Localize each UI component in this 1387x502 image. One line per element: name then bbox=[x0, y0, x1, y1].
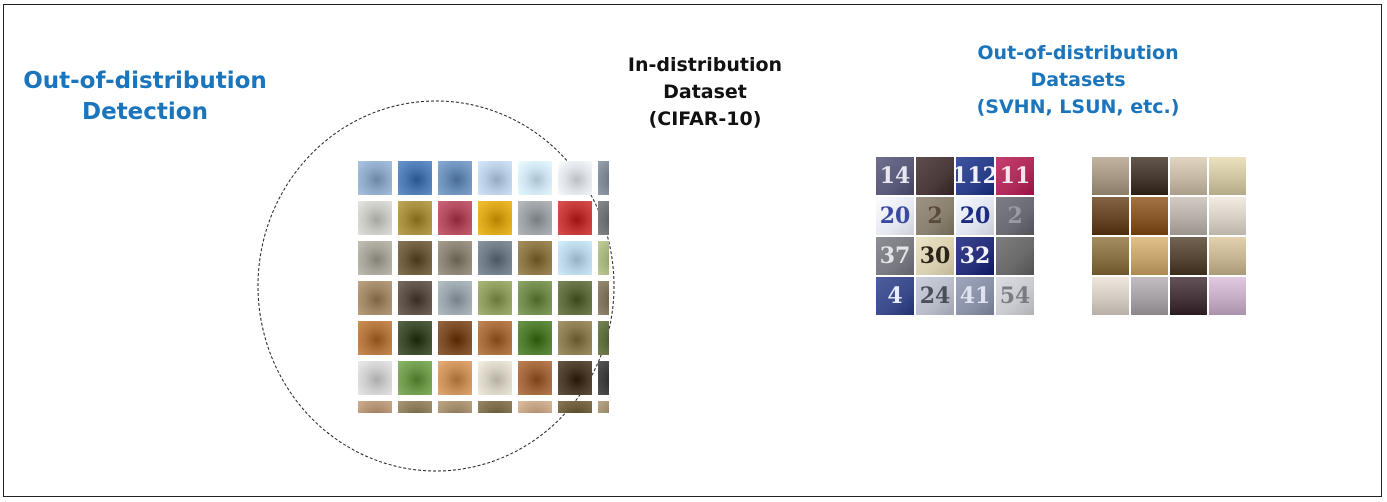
lsun-image-tile bbox=[1092, 277, 1129, 315]
cifar-image-tile bbox=[358, 361, 392, 395]
lsun-image-tile bbox=[1131, 197, 1168, 235]
cifar-image-tile bbox=[398, 281, 432, 315]
cifar-image-tile bbox=[518, 361, 552, 395]
svhn-image-tile: 4 bbox=[876, 277, 914, 315]
lsun-image-grid bbox=[1092, 157, 1246, 318]
cifar-image-tile bbox=[518, 241, 552, 275]
lsun-image-tile bbox=[1170, 197, 1207, 235]
cifar-image-tile bbox=[398, 361, 432, 395]
cifar-image-tile bbox=[438, 321, 472, 355]
svhn-image-tile: 112 bbox=[956, 157, 994, 195]
cifar-image-tile bbox=[478, 401, 512, 413]
cifar-image-tile bbox=[518, 201, 552, 235]
svhn-image-tile: 11 bbox=[996, 157, 1034, 195]
cifar-image-tile bbox=[598, 241, 609, 275]
svhn-image-tile bbox=[996, 237, 1034, 275]
cifar-image-tile bbox=[398, 401, 432, 413]
cifar-image-tile bbox=[478, 361, 512, 395]
svhn-image-tile: 54 bbox=[996, 277, 1034, 315]
title-line-1: Out-of-distribution bbox=[23, 68, 267, 94]
cifar-image-tile bbox=[558, 281, 592, 315]
cifar-image-tile bbox=[438, 201, 472, 235]
cifar-image-tile bbox=[358, 281, 392, 315]
cifar-image-tile bbox=[358, 241, 392, 275]
lsun-image-tile bbox=[1209, 277, 1246, 315]
cifar-image-tile bbox=[398, 321, 432, 355]
in-distribution-line-2: Dataset bbox=[663, 81, 747, 103]
cifar-image-tile bbox=[438, 401, 472, 413]
cifar-image-tile bbox=[598, 201, 609, 235]
cifar-image-tile bbox=[558, 401, 592, 413]
lsun-image-tile bbox=[1092, 157, 1129, 195]
cifar-image-tile bbox=[438, 161, 472, 195]
svhn-image-tile: 30 bbox=[916, 237, 954, 275]
lsun-image-tile bbox=[1131, 237, 1168, 275]
cifar-image-tile bbox=[478, 241, 512, 275]
cifar-image-tile bbox=[358, 201, 392, 235]
lsun-image-tile bbox=[1170, 157, 1207, 195]
in-distribution-line-3: (CIFAR-10) bbox=[648, 108, 762, 130]
ood-line-1: Out-of-distribution bbox=[977, 42, 1179, 64]
svhn-image-tile bbox=[916, 157, 954, 195]
cifar-image-tile bbox=[558, 201, 592, 235]
cifar-image-tile bbox=[518, 401, 552, 413]
cifar-image-tile bbox=[478, 161, 512, 195]
in-distribution-line-1: In-distribution bbox=[627, 54, 783, 76]
lsun-image-tile bbox=[1209, 197, 1246, 235]
cifar-image-tile bbox=[518, 321, 552, 355]
cifar-image-tile bbox=[518, 161, 552, 195]
cifar-image-tile bbox=[518, 281, 552, 315]
cifar-10-image-grid bbox=[358, 161, 609, 413]
lsun-image-tile bbox=[1092, 237, 1129, 275]
cifar-image-tile bbox=[358, 321, 392, 355]
cifar-image-tile bbox=[558, 361, 592, 395]
svhn-image-tile: 2 bbox=[916, 197, 954, 235]
cifar-image-tile bbox=[598, 401, 609, 413]
cifar-image-tile bbox=[598, 161, 609, 195]
cifar-image-tile bbox=[598, 361, 609, 395]
cifar-image-tile bbox=[398, 201, 432, 235]
svhn-image-tile: 24 bbox=[916, 277, 954, 315]
cifar-image-tile bbox=[358, 161, 392, 195]
lsun-image-tile bbox=[1209, 237, 1246, 275]
cifar-image-tile bbox=[438, 361, 472, 395]
title-line-2: Detection bbox=[82, 99, 208, 125]
lsun-image-tile bbox=[1131, 277, 1168, 315]
cifar-image-tile bbox=[478, 321, 512, 355]
in-distribution-label: In-distribution Dataset (CIFAR-10) bbox=[600, 52, 810, 133]
out-of-distribution-label: Out-of-distribution Datasets (SVHN, LSUN… bbox=[948, 40, 1208, 121]
cifar-image-tile bbox=[558, 161, 592, 195]
lsun-image-tile bbox=[1170, 277, 1207, 315]
cifar-image-tile bbox=[478, 201, 512, 235]
lsun-image-tile bbox=[1092, 197, 1129, 235]
cifar-image-tile bbox=[598, 321, 609, 355]
svhn-image-tile: 32 bbox=[956, 237, 994, 275]
cifar-image-tile bbox=[598, 281, 609, 315]
cifar-image-tile bbox=[438, 241, 472, 275]
ood-line-3: (SVHN, LSUN, etc.) bbox=[976, 96, 1180, 118]
lsun-image-tile bbox=[1131, 157, 1168, 195]
svhn-image-tile: 20 bbox=[876, 197, 914, 235]
svhn-image-tile: 20 bbox=[956, 197, 994, 235]
svhn-image-grid: 14 112 11 20 2 20 2 37 30 32 4 24 41 54 bbox=[876, 157, 1037, 317]
cifar-image-tile bbox=[558, 321, 592, 355]
lsun-image-tile bbox=[1209, 157, 1246, 195]
cifar-image-tile bbox=[478, 281, 512, 315]
ood-line-2: Datasets bbox=[1030, 69, 1126, 91]
cifar-image-tile bbox=[398, 241, 432, 275]
cifar-image-tile bbox=[398, 161, 432, 195]
svhn-image-tile: 41 bbox=[956, 277, 994, 315]
svhn-image-tile: 14 bbox=[876, 157, 914, 195]
diagram-frame bbox=[3, 4, 1382, 497]
cifar-image-tile bbox=[358, 401, 392, 413]
svhn-image-tile: 37 bbox=[876, 237, 914, 275]
lsun-image-tile bbox=[1170, 237, 1207, 275]
cifar-image-tile bbox=[438, 281, 472, 315]
diagram-title: Out-of-distribution Detection bbox=[20, 66, 270, 128]
cifar-image-tile bbox=[558, 241, 592, 275]
svhn-image-tile: 2 bbox=[996, 197, 1034, 235]
